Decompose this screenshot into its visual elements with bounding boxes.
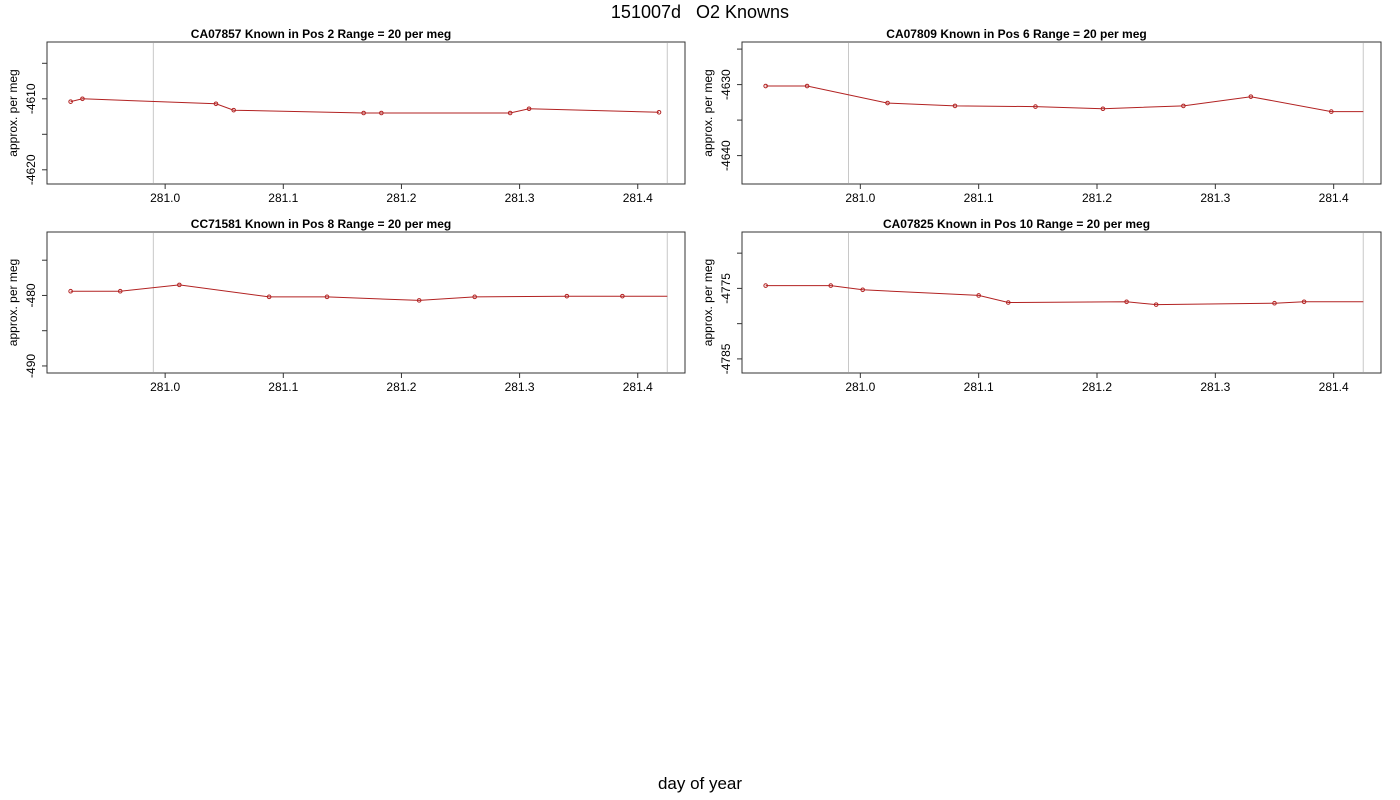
data-point [976, 293, 981, 298]
data-point [379, 110, 384, 116]
x-tick-label: 281.2 [386, 191, 416, 205]
chart-panel-2: CA07809 Known in Pos 6 Range = 20 per me… [701, 27, 1382, 205]
data-point [885, 100, 890, 106]
x-tick-label: 281.4 [1319, 191, 1349, 205]
data-point [763, 283, 768, 288]
y-tick-label: -480 [24, 283, 38, 307]
data-point [472, 294, 477, 300]
data-point [177, 282, 182, 288]
x-tick-label: 281.4 [623, 191, 653, 205]
data-point [68, 288, 73, 294]
x-tick-label: 281.2 [1082, 380, 1112, 394]
data-point [231, 107, 236, 113]
panel-title: CA07809 Known in Pos 6 Range = 20 per me… [886, 27, 1146, 41]
data-point [828, 283, 834, 288]
x-axis-title: day of year [657, 774, 743, 793]
data-point [564, 293, 570, 299]
x-tick-label: 281.4 [623, 380, 653, 394]
chart-panel-3: CC71581 Known in Pos 8 Range = 20 per me… [6, 217, 686, 394]
y-axis-title: approx. per meg [701, 69, 715, 156]
data-point [1301, 299, 1307, 305]
x-tick-label: 281.0 [845, 191, 875, 205]
data-point [526, 106, 532, 112]
y-tick-label: -4610 [24, 83, 38, 114]
y-tick-label: -4630 [719, 69, 733, 100]
data-point [507, 110, 513, 116]
y-axis-title: approx. per meg [701, 259, 715, 346]
data-point [620, 293, 625, 299]
plot-frame [741, 41, 1382, 185]
y-tick-label: -4785 [719, 343, 733, 374]
panel-title: CC71581 Known in Pos 8 Range = 20 per me… [191, 217, 451, 231]
y-tick-label: -4775 [719, 273, 733, 304]
x-tick-label: 281.1 [268, 380, 298, 394]
data-point [1248, 94, 1254, 99]
x-tick-label: 281.2 [386, 380, 416, 394]
data-point [1329, 109, 1334, 114]
x-tick-label: 281.1 [268, 191, 298, 205]
figure-title: 151007d O2 Knowns [610, 2, 790, 22]
data-point [80, 96, 85, 102]
plot-frame [46, 41, 686, 185]
x-tick-label: 281.0 [150, 191, 180, 205]
data-point [860, 287, 866, 293]
x-tick-label: 281.3 [505, 191, 535, 205]
data-point [804, 83, 810, 89]
plot-frame [46, 231, 686, 374]
x-tick-label: 281.1 [964, 380, 994, 394]
series-line [765, 85, 1364, 113]
x-tick-label: 281.3 [1200, 380, 1230, 394]
y-axis-title: approx. per meg [6, 259, 20, 346]
data-point [1100, 106, 1106, 112]
data-point [68, 99, 73, 104]
x-tick-label: 281.0 [845, 380, 875, 394]
data-point [1181, 103, 1186, 109]
series-line [765, 285, 1364, 306]
data-point [763, 83, 768, 89]
data-point [1153, 302, 1159, 307]
chart-panel-1: CA07857 Known in Pos 2 Range = 20 per me… [6, 27, 686, 205]
x-tick-label: 281.0 [150, 380, 180, 394]
panel-title: CA07825 Known in Pos 10 Range = 20 per m… [883, 217, 1150, 231]
data-point [117, 288, 123, 294]
series-line [70, 98, 660, 114]
y-tick-label: -490 [24, 354, 38, 378]
data-point [213, 101, 219, 107]
plot-frame [741, 231, 1382, 374]
data-point [1272, 300, 1277, 306]
data-point [1033, 104, 1038, 109]
data-point [1124, 299, 1129, 305]
chart-panel-4: CA07825 Known in Pos 10 Range = 20 per m… [701, 217, 1382, 394]
data-point [361, 110, 366, 116]
data-point [324, 294, 330, 300]
y-tick-label: -4620 [24, 154, 38, 185]
x-tick-label: 281.3 [505, 380, 535, 394]
x-tick-label: 281.3 [1200, 191, 1230, 205]
x-tick-label: 281.4 [1319, 380, 1349, 394]
y-tick-label: -4640 [719, 140, 733, 171]
data-point [656, 109, 662, 115]
series-line [70, 284, 668, 301]
x-tick-label: 281.1 [964, 191, 994, 205]
data-point [952, 103, 958, 109]
y-axis-title: approx. per meg [6, 69, 20, 156]
data-point [266, 294, 272, 300]
x-tick-label: 281.2 [1082, 191, 1112, 205]
data-point [416, 298, 422, 303]
data-point [1005, 300, 1011, 305]
panel-title: CA07857 Known in Pos 2 Range = 20 per me… [191, 27, 451, 41]
